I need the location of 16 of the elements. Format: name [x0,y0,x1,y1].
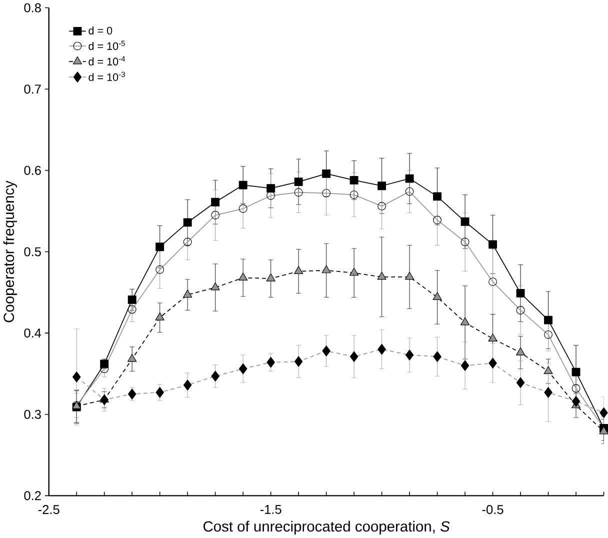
x-tick-label: -1.5 [260,505,282,514]
y-tick-label: 0.6 [24,166,41,176]
y-tick-label: 0.5 [24,247,41,256]
legend-label: d = 10$^{-4}$ [88,56,126,66]
legend-label: d = 10$^{-5}$ [88,40,125,50]
x-tick-label: -2.5 [38,505,60,514]
y-tick-label: 0.2 [24,491,41,500]
y-tick-label: 0.7 [24,84,41,94]
x-axis-title: Cost of unreciprocated cooperation, S [203,520,450,535]
y-tick-label: 0.4 [24,328,42,338]
y-axis-title: Cooperator frequency [3,180,17,322]
y-tick-label: 0.3 [24,410,41,419]
legend-label: d = 0 [88,26,112,35]
legend-label: d = 10$^{-3}$ [88,72,125,82]
x-tick-label: -0.5 [482,505,504,514]
y-tick-label: 0.8 [24,3,41,12]
